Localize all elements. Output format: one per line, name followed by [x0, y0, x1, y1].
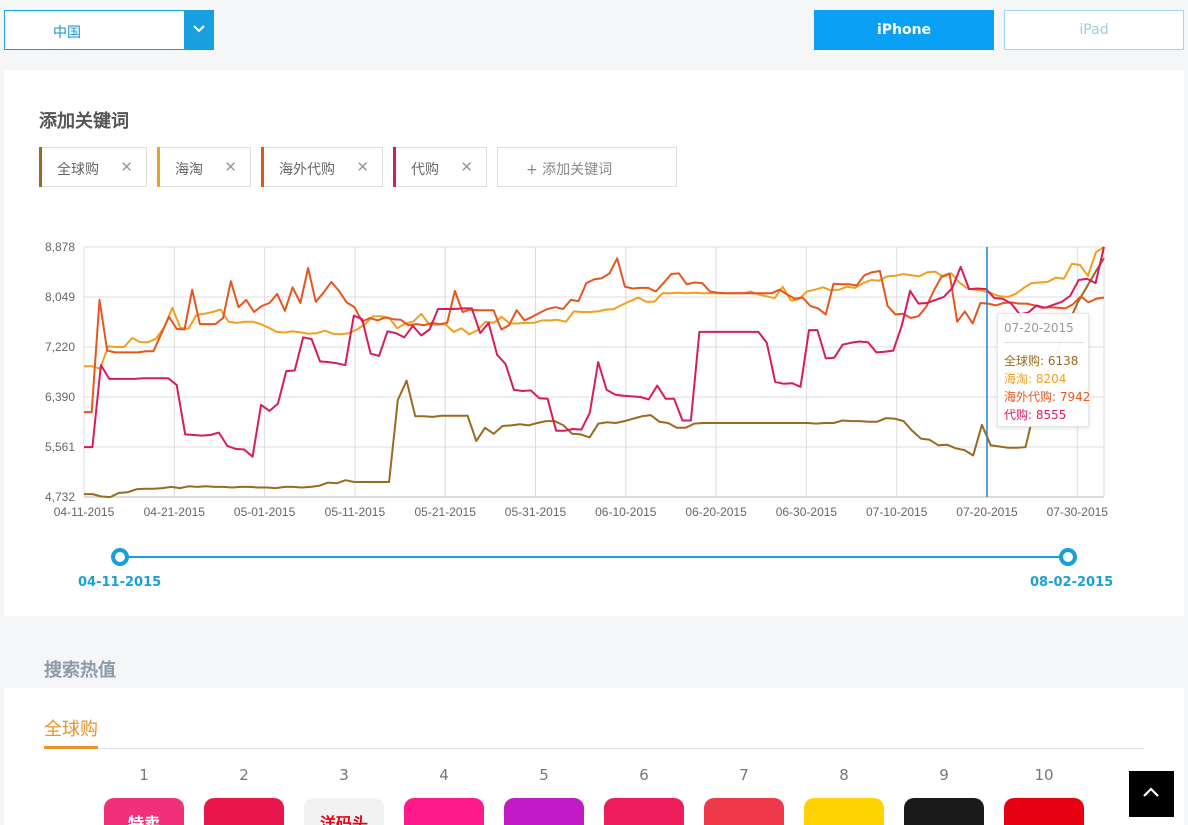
- chevron-down-icon[interactable]: [184, 11, 213, 49]
- x-tick-label: 07-30-2015: [1047, 505, 1109, 519]
- x-tick-label: 06-20-2015: [685, 505, 747, 519]
- add-keyword-button[interactable]: + 添加关键词: [497, 147, 677, 187]
- series-line-1: [84, 257, 1105, 499]
- tag-color-bar: [393, 147, 396, 187]
- device-tab-iphone[interactable]: iPhone: [814, 10, 994, 50]
- tooltip-row-value: 8204: [1035, 372, 1067, 386]
- keyword-tag-label: 全球购: [57, 162, 99, 178]
- range-end-label: 08-02-2015: [1030, 575, 1114, 590]
- y-tick-label: 8,049: [45, 290, 75, 304]
- trend-line-chart[interactable]: 8,8788,0497,2206,3905,5614,73204-11-2015…: [0, 0, 1188, 620]
- top-bar: 中国 iPhone iPad: [0, 0, 1188, 70]
- active-tab-underline: [44, 746, 98, 749]
- panel-title: 添加关键词: [39, 111, 129, 132]
- x-tick-label: 07-20-2015: [956, 505, 1018, 519]
- remove-tag-icon[interactable]: ✕: [120, 158, 133, 176]
- x-tick-label: 05-31-2015: [505, 505, 567, 519]
- app-6-icon[interactable]: [604, 798, 684, 825]
- series-line-3: [84, 257, 1105, 414]
- x-tick-label: 06-30-2015: [776, 505, 838, 519]
- tooltip-date: 07-20-2015: [1004, 321, 1074, 335]
- country-select-value: 中国: [53, 25, 81, 41]
- tab-quanqiugou[interactable]: 全球购: [44, 719, 98, 740]
- rank-number: 4: [439, 766, 449, 784]
- y-tick-label: 7,220: [45, 340, 75, 354]
- app-1-icon[interactable]: 特卖: [104, 798, 184, 825]
- keyword-tag-1: 全球购 ✕: [39, 147, 147, 187]
- range-start-label: 04-11-2015: [78, 575, 162, 590]
- x-tick-label: 05-21-2015: [415, 505, 477, 519]
- rank-number: 2: [239, 766, 249, 784]
- country-select[interactable]: 中国: [4, 10, 214, 50]
- chart-tooltip: 07-20-2015 全球购: 6138 海淘: 8204 海外代购: 7942…: [997, 313, 1091, 427]
- x-tick-label: 05-01-2015: [234, 505, 296, 519]
- tooltip-row-name: 全球购: [1004, 354, 1041, 368]
- rank-number: 5: [539, 766, 549, 784]
- y-tick-label: 5,561: [45, 440, 75, 454]
- device-tab-ipad[interactable]: iPad: [1004, 10, 1184, 50]
- remove-tag-icon[interactable]: ✕: [224, 158, 237, 176]
- chevron-up-icon: [1143, 787, 1159, 797]
- range-end-handle[interactable]: [1059, 548, 1077, 566]
- section-title: 搜索热值: [44, 660, 116, 681]
- tooltip-row-3: 海外代购: 7942: [1004, 390, 1091, 404]
- rank-number: 3: [339, 766, 349, 784]
- tooltip-row-name: 代购: [1004, 408, 1029, 422]
- x-tick-label: 07-10-2015: [866, 505, 928, 519]
- app-icon-glyph: 特卖: [127, 814, 160, 825]
- rank-number: 6: [639, 766, 649, 784]
- hot-ranking-panel: 全球购 1 特卖 2 3 洋码头 4 5 6 7 8 9 10: [4, 688, 1184, 825]
- series-line-2: [84, 246, 1105, 370]
- range-start-handle[interactable]: [111, 548, 129, 566]
- x-tick-label: 04-21-2015: [144, 505, 206, 519]
- app-7-icon[interactable]: [704, 798, 784, 825]
- app-2-icon[interactable]: [204, 798, 284, 825]
- keyword-tag-2: 海淘 ✕: [157, 147, 251, 187]
- app-8-icon[interactable]: [804, 798, 884, 825]
- y-tick-label: 6,390: [45, 390, 75, 404]
- app-icon-glyph: 洋码头: [319, 814, 368, 825]
- tooltip-row-value: 6138: [1047, 354, 1079, 368]
- tooltip-row-value: 8555: [1035, 408, 1067, 422]
- y-tick-label: 4,732: [45, 490, 75, 504]
- app-10-icon[interactable]: [1004, 798, 1084, 825]
- keyword-tag-label: 海淘: [175, 162, 203, 178]
- keyword-tag-4: 代购 ✕: [393, 147, 487, 187]
- rank-number: 7: [739, 766, 749, 784]
- add-keyword-label: + 添加关键词: [526, 162, 613, 178]
- app-4-icon[interactable]: [404, 798, 484, 825]
- tooltip-row-1: 全球购: 6138: [1004, 354, 1079, 368]
- app-9-icon[interactable]: [904, 798, 984, 825]
- app-5-icon[interactable]: [504, 798, 584, 825]
- x-tick-label: 05-11-2015: [325, 505, 386, 519]
- tab-divider: [44, 748, 1144, 749]
- tooltip-divider: [1004, 342, 1084, 343]
- series-line-4: [84, 246, 1105, 458]
- keyword-tag-3: 海外代购 ✕: [261, 147, 383, 187]
- rank-number: 9: [939, 766, 949, 784]
- tooltip-row-4: 代购: 8555: [1004, 408, 1067, 422]
- tooltip-row-2: 海淘: 8204: [1004, 372, 1067, 386]
- x-tick-label: 04-11-2015: [54, 505, 115, 519]
- remove-tag-icon[interactable]: ✕: [460, 158, 473, 176]
- rank-number: 8: [839, 766, 849, 784]
- keyword-tag-label: 海外代购: [279, 162, 335, 178]
- app-3-icon[interactable]: 洋码头: [304, 798, 384, 825]
- keyword-tag-label: 代购: [411, 162, 439, 178]
- y-tick-label: 8,878: [45, 240, 75, 254]
- tooltip-row-name: 海外代购: [1004, 390, 1053, 404]
- tooltip-row-name: 海淘: [1004, 372, 1029, 386]
- tag-color-bar: [261, 147, 264, 187]
- x-tick-label: 06-10-2015: [595, 505, 657, 519]
- tag-color-bar: [39, 147, 42, 187]
- tag-color-bar: [157, 147, 160, 187]
- back-to-top-button[interactable]: [1129, 771, 1174, 817]
- rank-number: 10: [1034, 766, 1054, 784]
- remove-tag-icon[interactable]: ✕: [356, 158, 369, 176]
- rank-number: 1: [139, 766, 149, 784]
- tooltip-row-value: 7942: [1059, 390, 1091, 404]
